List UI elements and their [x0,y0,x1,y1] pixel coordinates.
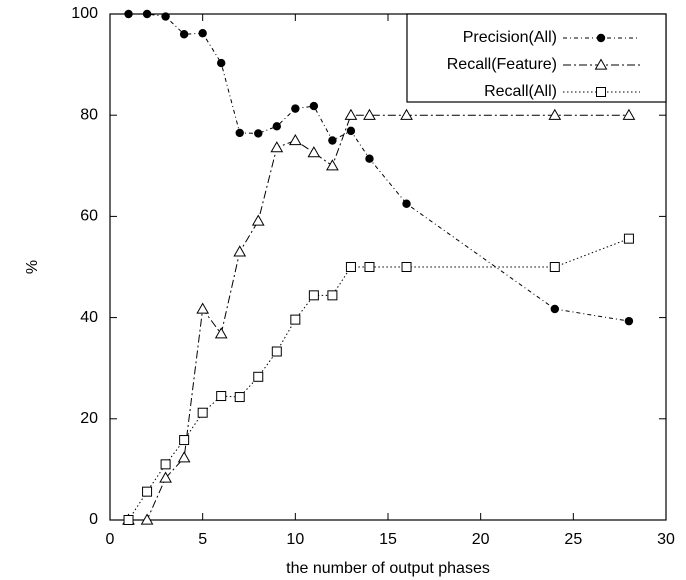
data-point [124,9,133,19]
axis-ticks: 0 5 10 15 20 25 30 0 20 40 60 80 100 [71,5,675,548]
data-point [197,407,208,418]
data-point [198,29,207,38]
data-point [123,515,134,525]
series-line [128,114,629,521]
data-point [159,471,172,483]
data-point [549,262,560,272]
data-point [253,371,264,382]
legend-item: Precision(All) [463,29,640,46]
legend-label: Recall(Feature) [447,56,557,73]
legend-label: Precision(All) [463,29,557,46]
data-point [214,327,228,339]
data-point [160,459,171,470]
series-recall-feature [122,108,636,525]
data-point [142,486,153,497]
legend-box [406,13,667,103]
data-point [623,233,634,244]
x-tick-label: 30 [657,531,675,548]
data-point [216,391,227,402]
series-line [128,238,630,521]
data-point [270,141,284,153]
legend-marker [594,58,608,70]
data-point [402,199,411,208]
data-point [140,513,154,525]
data-point [309,101,319,111]
x-axis-label: the number of output phases [286,560,490,577]
legend-marker [596,87,606,97]
series-layer [122,9,636,525]
data-point [344,108,358,120]
data-point [251,214,265,226]
data-point [346,126,356,136]
legend-item: Recall(All) [484,83,640,100]
y-tick-label: 100 [71,5,98,22]
data-point [328,136,337,145]
x-tick-label: 20 [472,531,490,548]
y-axis-label: % [24,260,41,274]
y-tick-label: 0 [89,511,98,528]
series-recall-all [123,233,634,525]
y-tick-label: 80 [80,106,98,123]
series-precision-all [124,9,634,326]
legend-marker [596,33,606,43]
data-point [254,129,263,138]
x-tick-label: 0 [106,531,115,548]
data-point [401,262,412,272]
data-point [142,9,152,19]
data-point [196,302,210,314]
data-point [550,304,559,314]
y-tick-label: 40 [80,309,98,326]
data-point [365,154,374,163]
data-point [291,104,300,113]
data-point [548,108,562,120]
legend: Precision(All) Recall(Feature) Recall(All) [406,13,667,103]
data-point [363,108,376,120]
y-tick-label: 20 [80,410,98,427]
x-tick-label: 5 [198,531,207,548]
data-point [345,262,356,272]
data-point [290,314,301,325]
data-point [179,30,189,39]
data-point [327,290,338,301]
data-point [308,290,319,301]
y-tick-label: 60 [80,208,98,225]
data-point [235,128,244,138]
data-point [177,451,191,463]
legend-item: Recall(Feature) [447,56,640,73]
data-point [624,316,634,326]
x-tick-label: 10 [286,531,304,548]
data-point [307,146,321,158]
data-point [161,12,170,21]
data-point [179,435,190,446]
data-point [364,262,375,272]
data-point [217,58,226,68]
data-point [234,392,245,403]
data-point [622,108,636,120]
data-point [400,108,413,120]
x-tick-label: 25 [564,531,582,548]
data-point [233,245,247,257]
data-point [271,346,282,357]
data-point [326,159,339,171]
data-point [272,122,281,131]
x-tick-label: 15 [379,531,397,548]
legend-label: Recall(All) [484,83,557,100]
data-point [288,133,302,146]
legend-items: Precision(All) Recall(Feature) Recall(All) [447,29,640,100]
